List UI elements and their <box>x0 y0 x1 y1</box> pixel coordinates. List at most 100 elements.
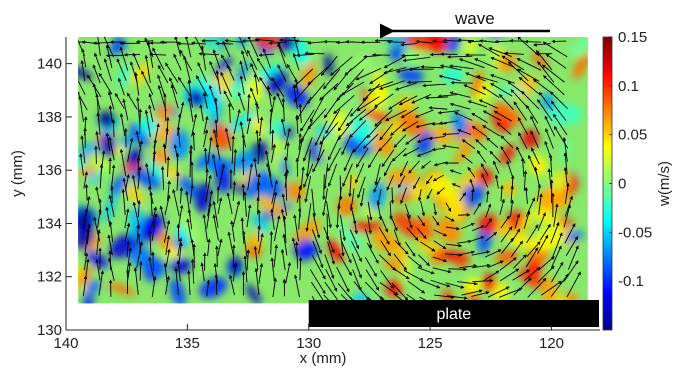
velocity-vector <box>518 77 541 96</box>
velocity-vector <box>254 267 260 295</box>
velocity-vector <box>127 137 134 163</box>
velocity-vector <box>114 93 125 110</box>
velocity-vector <box>270 129 275 151</box>
velocity-vector <box>281 193 288 216</box>
velocity-vector <box>80 59 86 82</box>
axes: 140 135 130 125 120 130 132 134 136 138 140 <box>37 37 600 352</box>
velocity-vector <box>525 247 539 268</box>
velocity-vector <box>358 106 378 121</box>
plate-label: plate <box>437 306 472 323</box>
velocity-vector <box>200 45 207 71</box>
velocity-vector <box>177 204 184 229</box>
velocity-vector <box>349 120 367 138</box>
velocity-vector <box>499 268 520 282</box>
velocity-vector <box>563 204 571 228</box>
w-patch <box>300 61 317 89</box>
w-patch <box>251 112 265 137</box>
velocity-vector <box>550 273 569 297</box>
velocity-vector <box>292 37 301 58</box>
plate-bar <box>308 300 599 327</box>
velocity-vector <box>376 189 382 207</box>
velocity-vector <box>280 118 286 136</box>
w-patch <box>169 277 186 304</box>
velocity-vector <box>487 286 510 298</box>
velocity-vector <box>433 240 447 250</box>
velocity-vector <box>445 226 460 231</box>
velocity-vector <box>379 282 399 296</box>
velocity-vector <box>124 173 130 191</box>
velocity-vector <box>501 55 525 71</box>
velocity-vector <box>565 236 579 257</box>
velocity-vector <box>381 149 395 168</box>
velocity-vector <box>84 228 90 256</box>
velocity-vector <box>494 174 499 189</box>
w-patch <box>368 182 387 211</box>
velocity-vector <box>378 136 393 152</box>
velocity-vector <box>207 136 213 165</box>
velocity-vector <box>126 262 132 283</box>
velocity-vector <box>108 194 115 217</box>
velocity-vector <box>342 163 353 187</box>
velocity-vector <box>137 140 143 163</box>
velocity-vector <box>403 270 424 282</box>
velocity-vector <box>550 91 568 110</box>
velocity-vector <box>311 255 326 280</box>
velocity-vector <box>507 81 526 96</box>
velocity-vector <box>232 244 236 268</box>
velocity-vector <box>547 168 552 189</box>
velocity-vector <box>253 245 259 271</box>
velocity-vector <box>184 37 192 58</box>
velocity-vector <box>477 150 486 163</box>
velocity-vector <box>306 82 326 105</box>
velocity-vector <box>510 89 529 109</box>
velocity-vector <box>173 53 182 71</box>
velocity-vector <box>463 84 486 96</box>
velocity-vector <box>214 119 218 138</box>
velocity-vector <box>494 39 512 44</box>
velocity-vector <box>257 137 262 164</box>
velocity-vector <box>383 161 393 177</box>
velocity-vector <box>401 121 418 132</box>
velocity-vector <box>509 38 526 43</box>
velocity-vector <box>314 120 328 147</box>
velocity-vector <box>456 250 475 256</box>
velocity-vector <box>239 121 247 148</box>
velocity-vector <box>119 113 126 137</box>
velocity-vector <box>324 254 335 279</box>
w-patch <box>372 229 398 254</box>
velocity-vector <box>85 195 91 217</box>
velocity-vector <box>481 173 489 188</box>
w-patch <box>193 152 217 170</box>
velocity-vector <box>207 238 211 257</box>
velocity-vector <box>232 181 237 201</box>
velocity-vector <box>391 147 407 162</box>
velocity-vector <box>243 255 248 283</box>
velocity-vector <box>160 165 165 190</box>
w-patch <box>129 245 152 268</box>
velocity-vector <box>124 222 131 242</box>
velocity-vector <box>284 127 291 150</box>
velocity-vector <box>537 99 553 122</box>
velocity-vector <box>188 149 193 178</box>
w-patch <box>369 128 395 157</box>
x-tick-label: 140 <box>53 335 78 352</box>
velocity-vector <box>259 116 264 137</box>
w-patch <box>398 67 425 84</box>
velocity-vector <box>174 37 182 57</box>
velocity-vector <box>323 163 329 190</box>
velocity-vector <box>131 174 139 203</box>
w-patch <box>355 54 372 72</box>
velocity-vector <box>445 202 452 212</box>
velocity-vector <box>500 135 514 148</box>
velocity-vector <box>215 245 219 267</box>
velocity-vector <box>445 243 463 248</box>
velocity-vector <box>239 75 245 95</box>
velocity-vector <box>285 261 292 284</box>
w-patch <box>254 63 282 81</box>
velocity-vector <box>471 263 491 269</box>
velocity-vector <box>320 55 338 77</box>
w-patch <box>257 196 287 218</box>
w-patch <box>324 53 334 77</box>
velocity-vector <box>205 174 212 203</box>
velocity-vector <box>300 109 315 132</box>
